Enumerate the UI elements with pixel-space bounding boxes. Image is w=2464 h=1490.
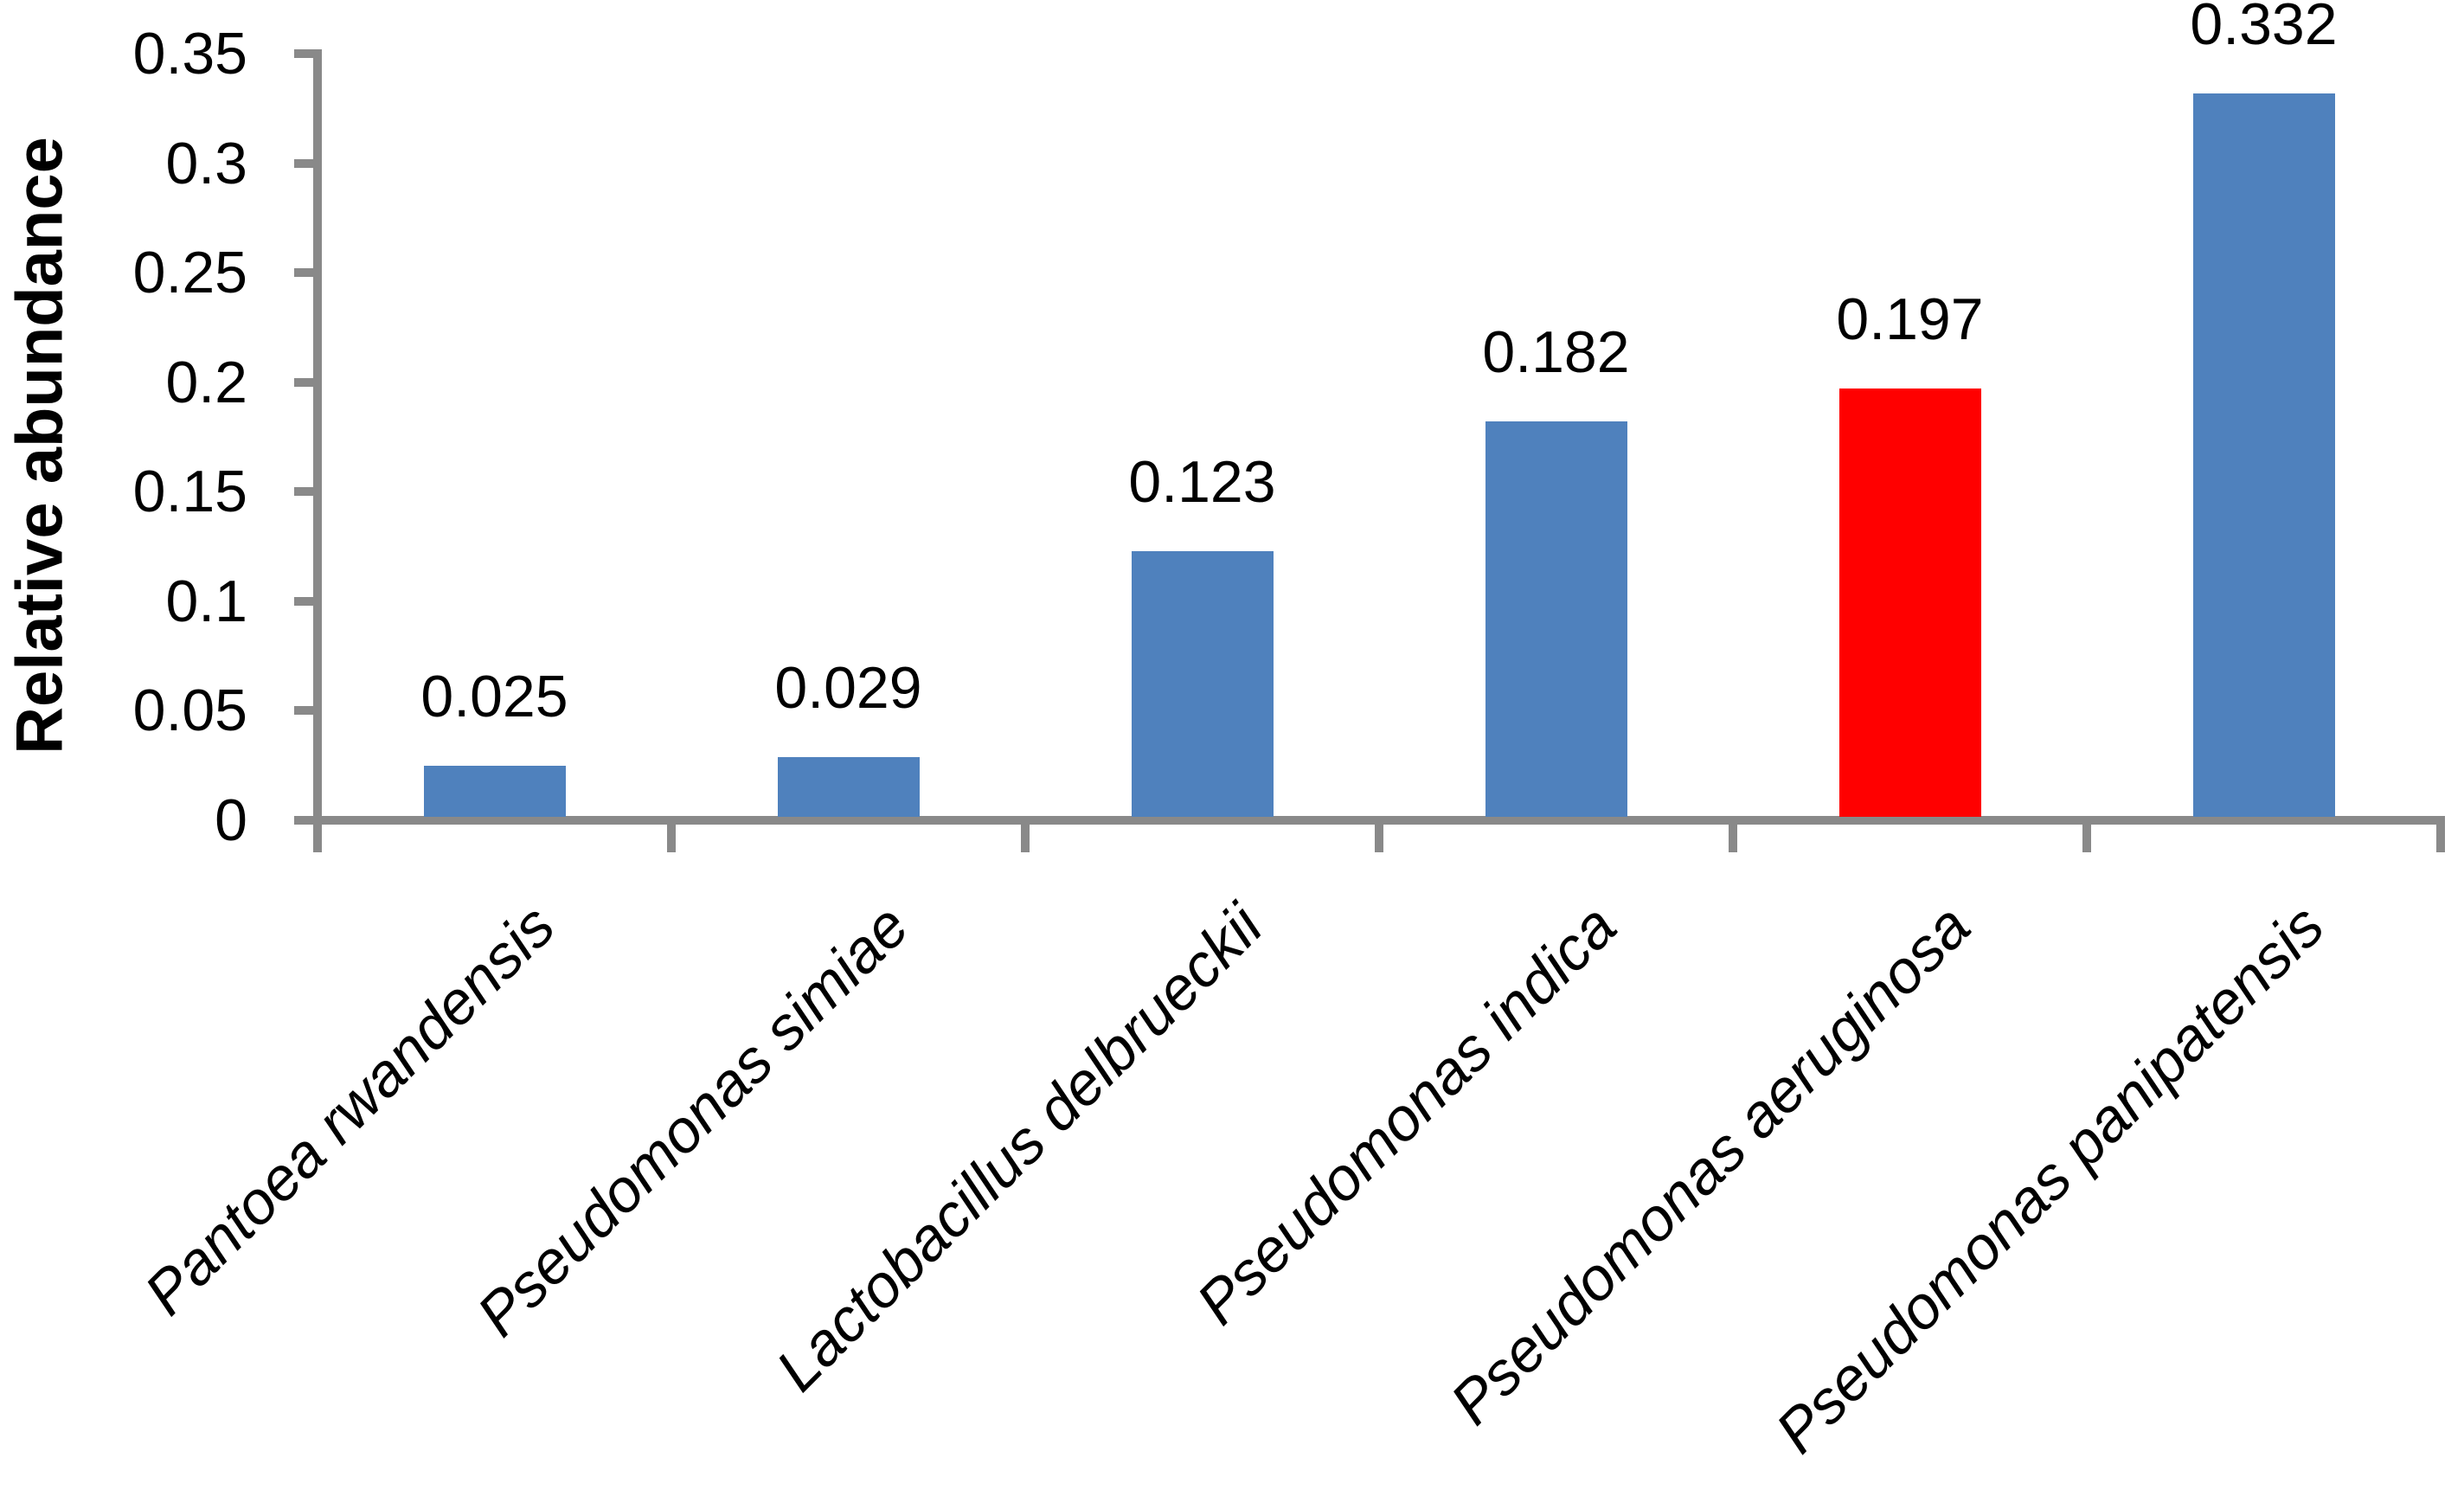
y-tick-mark xyxy=(294,596,318,606)
bar-lactobacillus-delbrueckii xyxy=(1131,550,1274,817)
x-tick-mark xyxy=(313,820,322,852)
y-tick-mark xyxy=(294,158,318,168)
bar-value-label: 0.123 xyxy=(1128,448,1276,515)
x-axis-line xyxy=(296,816,2445,825)
x-tick-mark xyxy=(1021,820,1030,852)
y-tick-mark xyxy=(294,49,318,58)
y-axis-title: Relative abundance xyxy=(3,137,77,755)
y-tick-label: 0 xyxy=(215,787,247,853)
x-tick-mark xyxy=(1375,820,1383,852)
y-tick-label: 0.1 xyxy=(165,568,247,634)
y-tick-mark xyxy=(294,487,318,497)
y-tick-label: 0.2 xyxy=(165,349,247,415)
bar-value-label: 0.029 xyxy=(774,654,922,721)
y-tick-mark xyxy=(294,816,318,825)
y-tick-label: 0.05 xyxy=(132,678,247,744)
x-category-label: Pantoea rwandensis xyxy=(131,891,568,1328)
x-tick-mark xyxy=(2082,820,2091,852)
bar-value-label: 0.182 xyxy=(1482,319,1630,386)
x-tick-mark xyxy=(1729,820,1737,852)
y-tick-label: 0.35 xyxy=(132,21,247,87)
bar-pseudomonas-indica xyxy=(1485,421,1627,817)
bar-pseudomonas-panipatensis xyxy=(2192,93,2335,817)
bar-value-label: 0.197 xyxy=(1836,286,1984,353)
y-tick-mark xyxy=(294,706,318,716)
y-tick-label: 0.15 xyxy=(132,459,247,525)
x-tick-mark xyxy=(2436,820,2445,852)
y-axis-line xyxy=(313,49,322,825)
bar-value-label: 0.332 xyxy=(2190,0,2338,57)
y-tick-mark xyxy=(294,268,318,278)
bar-pseudomonas-simiae xyxy=(777,756,920,817)
y-tick-mark xyxy=(294,377,318,387)
y-tick-label: 0.3 xyxy=(165,130,247,196)
x-tick-mark xyxy=(667,820,676,852)
bar-pantoea-rwandensis xyxy=(423,765,566,817)
bar-pseudomonas-aeruginosa xyxy=(1838,389,1981,817)
y-tick-label: 0.25 xyxy=(132,240,247,306)
bar-value-label: 0.025 xyxy=(420,663,568,729)
